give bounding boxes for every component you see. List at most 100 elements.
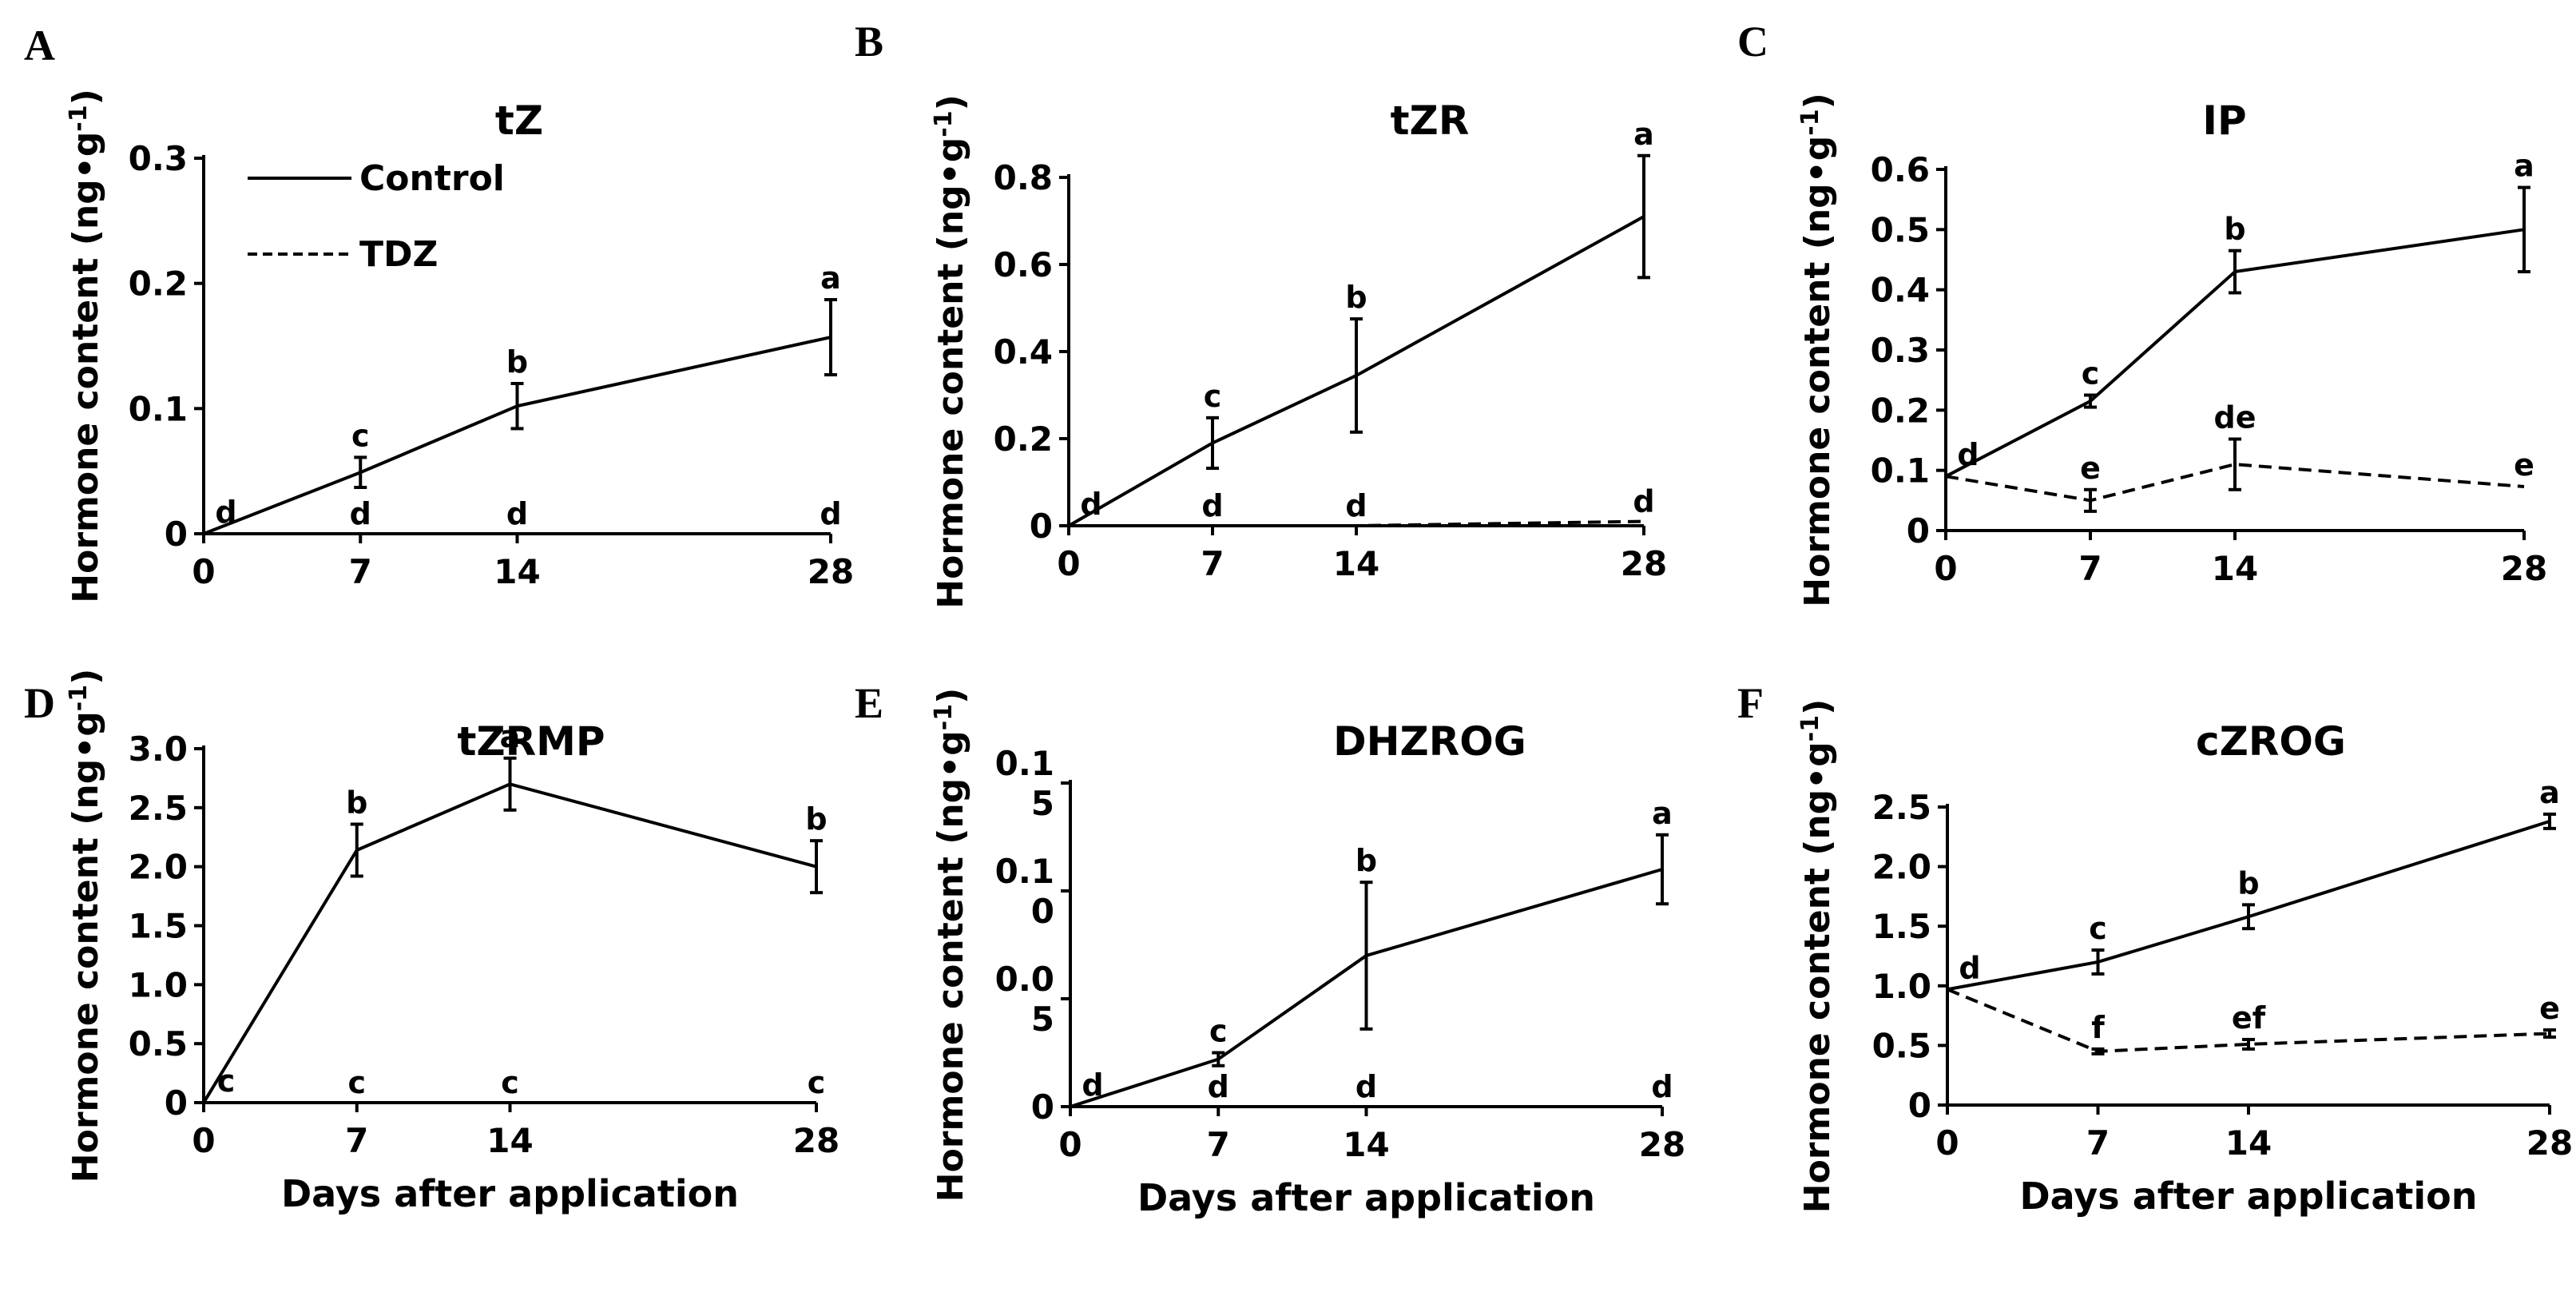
panel-c-ytick-label: 0.6 xyxy=(1871,150,1930,189)
panel-a-tdz-sig-label: d xyxy=(820,496,841,531)
panel-c-series-tdz-line xyxy=(1945,463,2525,503)
panel-f-series-tdz-line xyxy=(1947,988,2550,1053)
panel-c-xtick-label: 7 xyxy=(2078,549,2102,588)
panel-e-tdz-sig-label: d xyxy=(1355,1069,1377,1104)
panel-d-control-sig-label: a xyxy=(500,719,521,754)
panel-c-tdz-sig-label: e xyxy=(2080,451,2101,486)
panel-f-letter: F xyxy=(1737,679,1764,727)
panel-b-tdz-sig-label: d xyxy=(1633,484,1654,519)
legend-tdz-label: TDZ xyxy=(359,234,438,275)
panel-f-title: cZROG xyxy=(2196,718,2346,765)
panel-b-ytick-label: 0 xyxy=(1030,507,1053,546)
panel-c-xtick-label: 0 xyxy=(1934,549,1957,588)
panel-b-title: tZR xyxy=(1391,97,1470,144)
panel-d-title: tZRMP xyxy=(457,718,605,765)
panel-e-xtick-label: 0 xyxy=(1058,1125,1082,1164)
panel-f-ytick-label: 1.0 xyxy=(1872,967,1931,1006)
panel-d-ytick-label: 0 xyxy=(165,1083,188,1123)
panel-a-ytick-label: 0.2 xyxy=(129,264,188,304)
panel-e-xtick-label: 7 xyxy=(1207,1125,1230,1164)
panel-e-ylabel: Hormone content (ng•g-1) xyxy=(930,688,971,1202)
panel-f-control-sig-label: d xyxy=(1959,950,1980,985)
panel-d-ytick-label: 0.5 xyxy=(129,1024,188,1063)
panel-c-control-sig-label: c xyxy=(2082,356,2100,392)
panel-d-series-control-line xyxy=(202,782,817,1104)
panel-e-ytick-label: 0.1 5 xyxy=(995,744,1054,823)
panel-a-xtick-label: 7 xyxy=(349,552,372,591)
panel-d-xlabel: Days after application xyxy=(281,1172,739,1215)
panel-c-ytick-label: 0.4 xyxy=(1871,271,1930,310)
panel-e-control-sig-label: b xyxy=(1355,843,1377,878)
panel-f-tdz-sig-label: ef xyxy=(2232,1000,2266,1036)
panel-f-ylabel: Hormone content (ng•g-1) xyxy=(1796,699,1838,1213)
panel-e-ytick-label: 0 xyxy=(1031,1087,1054,1127)
panel-d-letter: D xyxy=(24,679,55,727)
panel-d-control-sig-label: b xyxy=(346,785,367,821)
panel-a-control-sig-label: c xyxy=(351,418,370,453)
panel-e-ytick-label: 0.0 5 xyxy=(995,960,1054,1039)
panel-a-ytick-label: 0.3 xyxy=(129,139,188,178)
panel-a-ylabel: Hormone content (ng•g-1) xyxy=(65,89,106,602)
panel-b-letter: B xyxy=(855,18,883,66)
panel-b-control-sig-label: a xyxy=(1633,117,1654,152)
panel-a-xtick-label: 28 xyxy=(808,552,854,591)
panel-a-ytick-label: 0 xyxy=(165,515,188,554)
panel-f-ytick-label: 0 xyxy=(1908,1086,1931,1125)
panel-c-ylabel: Hormone content (ng•g-1) xyxy=(1796,93,1838,606)
panel-a-tdz-sig-label: d xyxy=(350,496,371,531)
panel-b-ytick-label: 0.6 xyxy=(994,245,1053,284)
panel-a-series-control-line xyxy=(203,336,832,535)
panel-b-tdz-sig-label: d xyxy=(1201,488,1223,523)
panel-b-series-control-line xyxy=(1068,215,1645,527)
legend-control-label: Control xyxy=(359,158,505,199)
panel-f-xtick-label: 28 xyxy=(2526,1123,2573,1163)
panel-b-xtick-label: 28 xyxy=(1621,544,1667,583)
panel-d-ytick-label: 1.5 xyxy=(129,907,188,946)
panel-f-xtick-label: 7 xyxy=(2086,1123,2110,1163)
panel-b-tdz-sig-label: d xyxy=(1345,488,1367,523)
panel-b-ytick-label: 0.4 xyxy=(994,332,1053,372)
panel-c-control-sig-label: a xyxy=(2514,149,2534,184)
panel-f-xtick-label: 14 xyxy=(2225,1123,2272,1163)
panel-a-tdz-sig-label: d xyxy=(506,496,528,531)
panel-d-ytick-label: 2.0 xyxy=(129,848,188,887)
panel-e-series-control-line xyxy=(1070,868,1663,1108)
panel-b-control-sig-label: c xyxy=(1204,379,1222,414)
panel-c-ytick-label: 0.3 xyxy=(1871,331,1930,370)
panel-f-xlabel: Days after application xyxy=(2020,1175,2478,1218)
panel-a-xtick-label: 14 xyxy=(494,552,540,591)
panel-f-control-sig-label: a xyxy=(2539,775,2560,810)
panel-c-title: IP xyxy=(2202,97,2246,144)
panel-c-control-sig-label: d xyxy=(1957,437,1979,472)
panel-d-control-sig-label: b xyxy=(805,801,827,837)
panel-d-xtick-label: 14 xyxy=(486,1121,533,1160)
panel-e-letter: E xyxy=(855,679,883,727)
panel-f-ytick-label: 2.5 xyxy=(1872,788,1931,827)
panel-e-tdz-sig-label: d xyxy=(1651,1069,1673,1104)
panel-f-control-sig-label: c xyxy=(2089,911,2107,946)
panel-d-ylabel: Hormone content (ng•g-1) xyxy=(65,669,106,1183)
panel-f-series-control-line xyxy=(1947,819,2550,992)
panel-b-xtick-label: 14 xyxy=(1333,544,1379,583)
panel-f-ytick-label: 0.5 xyxy=(1872,1026,1931,1065)
panel-e-xtick-label: 28 xyxy=(1639,1125,1685,1164)
panel-b-ylabel: Hormone content (ng•g-1) xyxy=(930,94,971,608)
panel-c-ytick-label: 0.5 xyxy=(1871,210,1930,249)
panel-b-ytick-label: 0.8 xyxy=(994,158,1053,197)
panel-c-series-control-line xyxy=(1945,228,2525,478)
panel-d-ytick-label: 1.0 xyxy=(129,965,188,1004)
panel-f-tdz-sig-label: f xyxy=(2091,1010,2105,1045)
panel-f-ytick-label: 1.5 xyxy=(1872,907,1931,946)
panel-c-xtick-label: 28 xyxy=(2501,549,2547,588)
panel-c-ytick-label: 0.2 xyxy=(1871,391,1930,430)
panel-a-ytick-label: 0.1 xyxy=(129,389,188,428)
panel-e-title: DHZROG xyxy=(1333,718,1526,765)
panel-d-tdz-sig-label: c xyxy=(347,1065,366,1100)
panel-d-ytick-label: 2.5 xyxy=(129,789,188,828)
panel-b-series-tdz-line xyxy=(1069,519,1645,527)
panel-e-tdz-sig-label: d xyxy=(1208,1069,1229,1104)
panel-f-control-sig-label: b xyxy=(2237,865,2259,900)
panel-c-control-sig-label: b xyxy=(2224,212,2245,247)
panel-d-xtick-label: 7 xyxy=(345,1121,368,1160)
